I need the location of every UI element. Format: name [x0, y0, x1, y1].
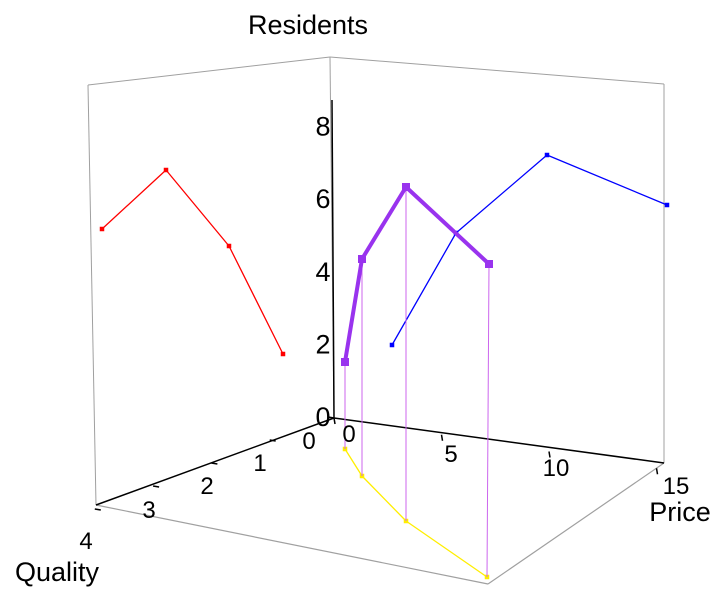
chart-title: Residents	[248, 10, 368, 40]
main-series-point	[341, 358, 349, 366]
quality-residents-projection-point	[99, 226, 105, 232]
chart-axes	[94, 99, 665, 511]
residents-tick-label: 2	[315, 329, 330, 359]
quality-tick-label: 4	[79, 528, 92, 555]
price-tick-label: 15	[663, 473, 690, 500]
x-axis-label: Price	[649, 497, 711, 527]
quality-residents-projection-point	[280, 351, 286, 357]
quality-residents-projection-line	[101, 169, 284, 355]
tick-labels: 0 5 10 15 0 1 2 3 4 0 2 4 6 8	[79, 112, 689, 555]
price-residents-projection-line	[391, 154, 668, 346]
quality-tick-label: 1	[253, 450, 266, 477]
quality-residents-projection	[99, 167, 286, 357]
quality-tick-mark	[211, 462, 218, 465]
drop-lines	[344, 187, 490, 578]
chart-box	[87, 56, 665, 585]
residents-tick-label: 8	[315, 112, 330, 142]
quality-residents-projection-point	[226, 243, 232, 249]
main-series	[341, 183, 493, 366]
box-edge	[329, 56, 665, 85]
y-axis-label: Quality	[15, 557, 100, 587]
quality-residents-projection-point	[163, 167, 169, 173]
quality-tick-mark	[94, 508, 101, 511]
main-series-point	[485, 260, 493, 268]
residents-tick-label: 4	[315, 257, 330, 287]
quality-tick-label: 2	[200, 473, 213, 500]
box-edge	[87, 84, 97, 506]
quality-tick-mark	[269, 439, 276, 442]
main-series-point	[358, 255, 366, 263]
price-residents-projection-point	[389, 342, 395, 348]
price-tick-label: 0	[342, 421, 355, 448]
price-tick-label: 10	[543, 455, 570, 482]
price-residents-projection	[389, 152, 670, 348]
price-tick-mark	[655, 468, 659, 475]
price-residents-projection-point	[544, 152, 550, 158]
price-tick-label: 5	[444, 441, 457, 468]
main-series-point	[402, 183, 410, 191]
quality-tick-label: 3	[142, 497, 155, 524]
price-axis-line	[333, 417, 665, 464]
z-axis-line	[331, 99, 335, 419]
main-series-line	[343, 185, 491, 363]
price-tick-mark	[548, 451, 551, 458]
quality-tick-mark	[327, 416, 335, 419]
drop-line	[486, 263, 490, 578]
price-residents-projection-point	[664, 202, 670, 208]
price-tick-mark	[440, 434, 444, 441]
price-tick-mark	[333, 417, 336, 425]
price-quality-projection-line	[344, 448, 488, 578]
box-edge	[487, 462, 665, 585]
quality-tick-label: 0	[302, 428, 315, 455]
quality-axis-line	[95, 417, 335, 506]
box-edge	[87, 56, 331, 86]
quality-tick-mark	[152, 485, 160, 488]
residents-tick-label: 0	[315, 402, 330, 432]
box-edge	[95, 504, 489, 585]
residents-tick-label: 6	[315, 184, 330, 214]
